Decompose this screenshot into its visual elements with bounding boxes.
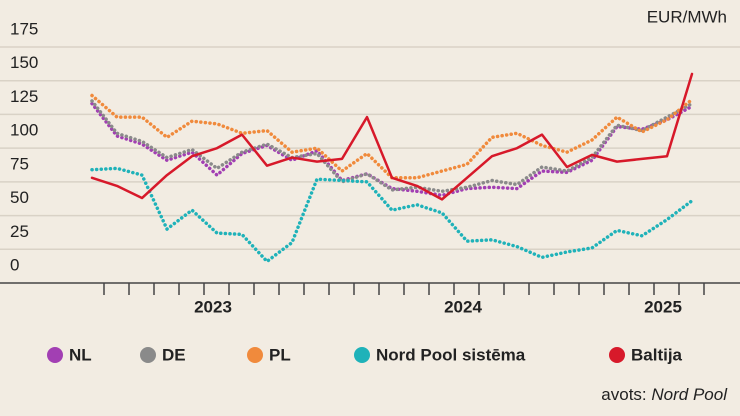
- unit-label: EUR/MWh: [647, 7, 727, 26]
- legend-label: Baltija: [631, 345, 683, 364]
- y-tick-label: 25: [10, 222, 29, 241]
- y-tick-label: 100: [10, 121, 38, 140]
- x-tick-label: 2025: [644, 297, 682, 316]
- y-tick-label: 0: [10, 255, 19, 274]
- source: avots: Nord Pool: [601, 385, 728, 404]
- series-line: [90, 101, 694, 198]
- y-tick-label: 175: [10, 19, 38, 38]
- series-line: [90, 93, 694, 180]
- legend-label: NL: [69, 345, 92, 364]
- legend-marker: [247, 347, 263, 363]
- legend-label: PL: [269, 345, 291, 364]
- series-line: [90, 72, 694, 201]
- legend-marker: [354, 347, 370, 363]
- legend-marker: [47, 347, 63, 363]
- source-prefix: avots:: [601, 385, 646, 404]
- x-tick-label: 2024: [444, 297, 482, 316]
- x-tick-label: 2023: [194, 297, 232, 316]
- y-tick-label: 75: [10, 154, 29, 173]
- legend-label: Nord Pool sistēma: [376, 345, 526, 364]
- y-tick-label: 150: [10, 53, 38, 72]
- legend-marker: [609, 347, 625, 363]
- source-name: Nord Pool: [651, 385, 728, 404]
- y-tick-label: 50: [10, 188, 29, 207]
- series-line: [90, 166, 694, 264]
- series-line: [90, 99, 694, 194]
- legend-label: DE: [162, 345, 186, 364]
- y-tick-label: 125: [10, 87, 38, 106]
- legend-marker: [140, 347, 156, 363]
